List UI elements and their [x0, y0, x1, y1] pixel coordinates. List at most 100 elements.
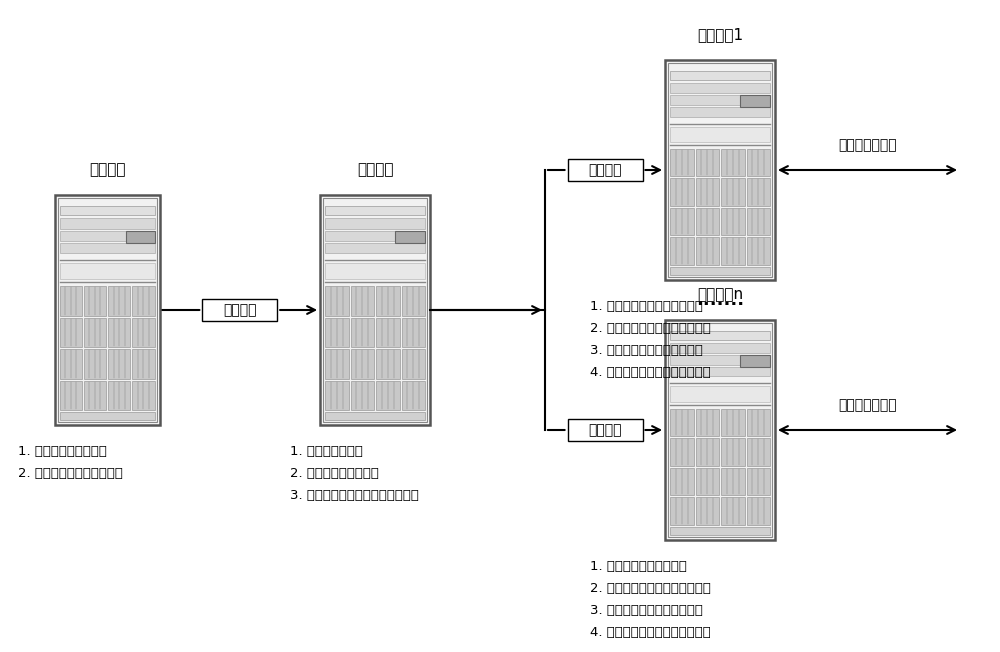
- Text: 2. 发送功率信息至协控主站: 2. 发送功率信息至协控主站: [18, 467, 123, 480]
- Bar: [60, 243, 154, 253]
- Text: 1. 交流联络线功率计算: 1. 交流联络线功率计算: [18, 445, 107, 458]
- Bar: [325, 231, 425, 241]
- Bar: [746, 468, 770, 496]
- Bar: [325, 349, 349, 379]
- Bar: [376, 349, 400, 379]
- Bar: [126, 231, 154, 243]
- Text: 3. 接收协控主站功率调制指令: 3. 接收协控主站功率调制指令: [590, 344, 703, 357]
- Text: 2. 发送直流状态信息至协控主站: 2. 发送直流状态信息至协控主站: [590, 322, 711, 335]
- Bar: [696, 237, 719, 265]
- Bar: [60, 263, 154, 279]
- Bar: [376, 286, 400, 316]
- Text: 光纤通道: 光纤通道: [588, 163, 622, 177]
- Text: 4. 发送功率调制指令至极控系统: 4. 发送功率调制指令至极控系统: [590, 366, 711, 379]
- Bar: [351, 381, 374, 410]
- Bar: [665, 60, 775, 280]
- Bar: [402, 381, 425, 410]
- Bar: [325, 206, 425, 215]
- Bar: [696, 149, 719, 177]
- Bar: [746, 149, 770, 177]
- Bar: [60, 218, 154, 229]
- Bar: [402, 318, 425, 347]
- Bar: [351, 318, 374, 347]
- Bar: [132, 286, 154, 316]
- Bar: [721, 497, 744, 525]
- Bar: [132, 349, 154, 379]
- Bar: [670, 149, 694, 177]
- Bar: [670, 106, 770, 117]
- Bar: [670, 126, 770, 142]
- Bar: [670, 343, 770, 353]
- Text: 与极控系统接口: 与极控系统接口: [838, 138, 897, 152]
- Bar: [670, 366, 770, 376]
- Text: 2. 直流功率调制量计算: 2. 直流功率调制量计算: [290, 467, 379, 480]
- Bar: [395, 231, 425, 243]
- Bar: [696, 179, 719, 206]
- Bar: [60, 231, 154, 241]
- Bar: [696, 468, 719, 496]
- Bar: [670, 83, 770, 93]
- Bar: [60, 412, 154, 420]
- Bar: [670, 95, 770, 104]
- Bar: [325, 218, 425, 229]
- Bar: [58, 198, 156, 422]
- Bar: [60, 381, 82, 410]
- Bar: [670, 267, 770, 275]
- Bar: [670, 237, 694, 265]
- Bar: [721, 409, 744, 436]
- Text: 与极控系统接口: 与极控系统接口: [838, 398, 897, 412]
- Bar: [670, 527, 770, 535]
- Bar: [746, 179, 770, 206]
- Text: 交流子站: 交流子站: [89, 162, 125, 177]
- Bar: [325, 243, 425, 253]
- Bar: [108, 349, 130, 379]
- Bar: [668, 323, 772, 537]
- Bar: [670, 497, 694, 525]
- Text: 1. 接收各子站信息: 1. 接收各子站信息: [290, 445, 363, 458]
- Bar: [670, 71, 770, 80]
- Bar: [746, 497, 770, 525]
- Bar: [320, 195, 430, 425]
- Bar: [670, 208, 694, 235]
- Bar: [402, 349, 425, 379]
- Bar: [84, 381, 106, 410]
- Bar: [325, 381, 349, 410]
- Bar: [670, 468, 694, 496]
- Bar: [84, 286, 106, 316]
- Text: .......: .......: [696, 291, 744, 309]
- Bar: [84, 349, 106, 379]
- Bar: [132, 381, 154, 410]
- Bar: [351, 349, 374, 379]
- Bar: [376, 381, 400, 410]
- Text: 光纤通道: 光纤通道: [588, 423, 622, 437]
- Bar: [746, 237, 770, 265]
- Bar: [670, 331, 770, 340]
- Bar: [668, 63, 772, 277]
- Bar: [665, 320, 775, 540]
- Bar: [54, 195, 160, 425]
- Text: 光纤通道: 光纤通道: [223, 303, 256, 317]
- Bar: [740, 95, 770, 107]
- Bar: [670, 179, 694, 206]
- Bar: [351, 286, 374, 316]
- Bar: [376, 318, 400, 347]
- Bar: [60, 286, 82, 316]
- Bar: [696, 438, 719, 466]
- Bar: [670, 438, 694, 466]
- Bar: [402, 286, 425, 316]
- Bar: [568, 159, 642, 181]
- Bar: [696, 497, 719, 525]
- Text: 直流子站1: 直流子站1: [697, 27, 743, 42]
- Bar: [721, 468, 744, 496]
- Bar: [721, 179, 744, 206]
- Bar: [568, 419, 642, 441]
- Bar: [670, 355, 770, 364]
- Bar: [60, 349, 82, 379]
- Text: 协控主站: 协控主站: [357, 162, 393, 177]
- Bar: [721, 149, 744, 177]
- Bar: [84, 318, 106, 347]
- Bar: [325, 286, 349, 316]
- Bar: [60, 206, 154, 215]
- Bar: [746, 438, 770, 466]
- Bar: [108, 318, 130, 347]
